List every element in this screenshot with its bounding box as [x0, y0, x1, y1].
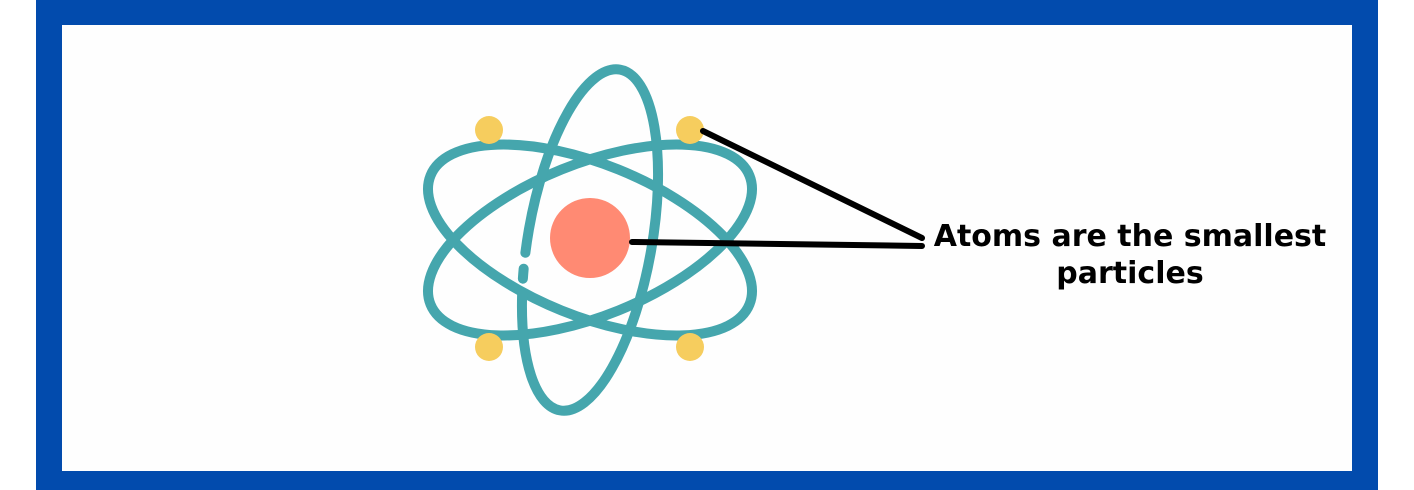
atom-caption: Atoms are the smallest particles [920, 218, 1340, 292]
electron [676, 116, 704, 144]
nucleus [550, 198, 630, 278]
orbit-ring [423, 139, 757, 341]
diagram-canvas [62, 25, 1352, 471]
atom-icon [423, 64, 757, 416]
orbit-ring [423, 139, 757, 341]
electron [475, 116, 503, 144]
leader-line-electron [700, 128, 925, 241]
leader-line-nucleus [629, 239, 925, 249]
caption-line-2: particles [1056, 256, 1204, 291]
orbit-ring [516, 64, 664, 416]
caption-line-1: Atoms are the smallest [933, 219, 1327, 254]
electron [475, 333, 503, 361]
electron [676, 333, 704, 361]
